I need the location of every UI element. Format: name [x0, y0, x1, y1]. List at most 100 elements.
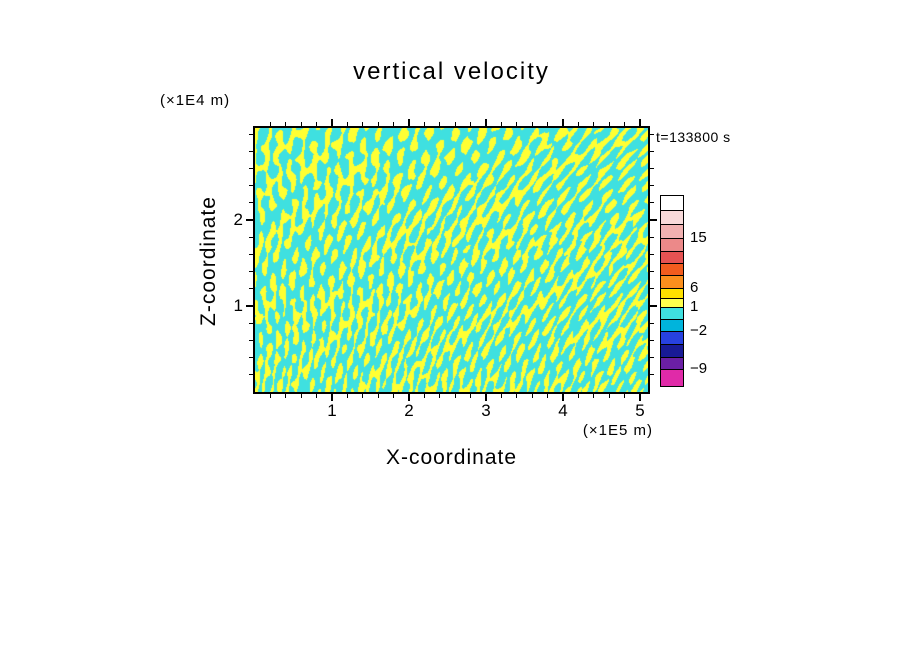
x-minor-tick	[423, 394, 425, 398]
colorbar-tick-label: −2	[690, 322, 708, 339]
x-minor-tick	[624, 394, 626, 398]
colorbar-segment	[661, 196, 683, 211]
colorbar-segment	[661, 299, 683, 308]
y-minor-tick	[249, 167, 253, 169]
colorbar-segment	[661, 370, 683, 386]
x-minor-tick	[362, 122, 364, 126]
colorbar-segment	[661, 211, 683, 225]
x-minor-tick	[269, 394, 271, 398]
y-minor-tick	[650, 236, 654, 238]
y-minor-tick	[249, 133, 253, 135]
x-minor-tick	[423, 122, 425, 126]
y-minor-tick	[249, 288, 253, 290]
colorbar-segment	[661, 252, 683, 264]
x-minor-tick	[300, 122, 302, 126]
x-minor-tick	[269, 122, 271, 126]
x-major-tick	[485, 394, 487, 401]
x-tick-label: 3	[481, 401, 491, 420]
x-minor-tick	[577, 394, 579, 398]
y-minor-tick	[650, 167, 654, 169]
y-minor-tick	[249, 357, 253, 359]
timestamp-label: t=133800 s	[656, 129, 731, 145]
chart-title: vertical velocity	[353, 58, 550, 85]
y-minor-tick	[249, 150, 253, 152]
colorbar-segment	[661, 264, 683, 276]
colorbar-segment	[661, 320, 683, 332]
x-major-tick	[485, 119, 487, 126]
colorbar-tick-label: 1	[690, 298, 699, 315]
x-major-tick	[639, 394, 641, 401]
x-minor-tick	[439, 122, 441, 126]
colorbar-segment	[661, 358, 683, 370]
y-minor-tick	[249, 236, 253, 238]
x-minor-tick	[577, 122, 579, 126]
x-minor-tick	[593, 122, 595, 126]
x-minor-tick	[470, 394, 472, 398]
y-major-tick	[650, 305, 657, 307]
x-minor-tick	[593, 394, 595, 398]
x-minor-tick	[439, 394, 441, 398]
x-minor-tick	[500, 394, 502, 398]
y-tick-label: 2	[233, 210, 243, 229]
y-minor-tick	[650, 253, 654, 255]
y-minor-tick	[650, 288, 654, 290]
y-minor-tick	[650, 202, 654, 204]
y-major-tick	[650, 219, 657, 221]
x-minor-tick	[531, 394, 533, 398]
x-minor-tick	[500, 122, 502, 126]
x-minor-tick	[516, 122, 518, 126]
x-major-tick	[331, 119, 333, 126]
x-minor-tick	[362, 394, 364, 398]
x-minor-tick	[531, 122, 533, 126]
x-minor-tick	[393, 394, 395, 398]
x-minor-tick	[547, 394, 549, 398]
colorbar-segment	[661, 239, 683, 252]
y-minor-tick	[249, 202, 253, 204]
colorbar-tick-label: 6	[690, 279, 699, 296]
x-minor-tick	[470, 122, 472, 126]
x-minor-tick	[516, 394, 518, 398]
x-minor-tick	[285, 122, 287, 126]
x-minor-tick	[346, 122, 348, 126]
y-minor-tick	[650, 185, 654, 187]
x-minor-tick	[454, 394, 456, 398]
x-minor-tick	[377, 394, 379, 398]
y-minor-tick	[650, 150, 654, 152]
colorbar-segment	[661, 225, 683, 239]
x-axis-unit-label: (×1E5 m)	[582, 422, 653, 439]
colorbar-tick-label: −9	[690, 360, 708, 377]
y-minor-tick	[249, 185, 253, 187]
y-minor-tick	[650, 322, 654, 324]
x-major-tick	[408, 394, 410, 401]
y-minor-tick	[249, 253, 253, 255]
x-axis-title: X-coordinate	[385, 446, 518, 469]
x-major-tick	[639, 119, 641, 126]
x-minor-tick	[377, 122, 379, 126]
colorbar-segment	[661, 332, 683, 345]
colorbar-segment	[661, 345, 683, 358]
x-major-tick	[562, 119, 564, 126]
y-minor-tick	[249, 374, 253, 376]
colorbar-segment	[661, 276, 683, 289]
x-minor-tick	[608, 394, 610, 398]
x-minor-tick	[454, 122, 456, 126]
x-minor-tick	[393, 122, 395, 126]
y-axis-unit-label: (×1E4 m)	[160, 92, 231, 109]
colorbar-segment	[661, 308, 683, 320]
y-major-tick	[246, 305, 253, 307]
x-tick-label: 5	[635, 401, 645, 420]
x-minor-tick	[316, 122, 318, 126]
x-tick-label: 2	[404, 401, 414, 420]
x-minor-tick	[300, 394, 302, 398]
y-minor-tick	[249, 271, 253, 273]
x-major-tick	[408, 119, 410, 126]
heatmap-field	[255, 128, 648, 392]
y-minor-tick	[650, 339, 654, 341]
x-major-tick	[331, 394, 333, 401]
x-minor-tick	[346, 394, 348, 398]
colorbar-segment	[661, 289, 683, 299]
y-minor-tick	[650, 374, 654, 376]
y-minor-tick	[650, 271, 654, 273]
x-minor-tick	[285, 394, 287, 398]
